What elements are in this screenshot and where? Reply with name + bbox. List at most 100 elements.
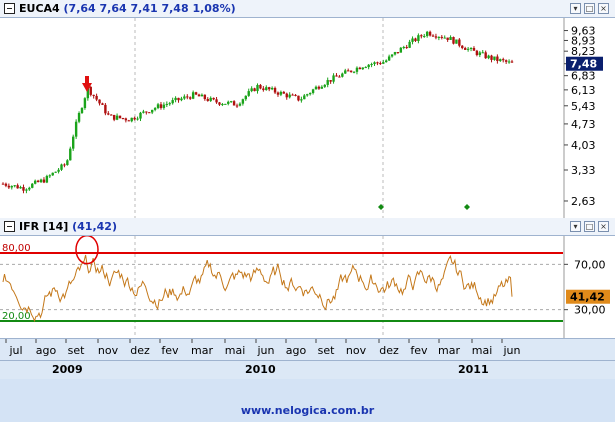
- price-tick-label: 9,63: [571, 25, 596, 38]
- ifr-low-level-label: 20,00: [2, 311, 31, 322]
- candle-body: [121, 118, 125, 120]
- candle-body: [48, 175, 52, 177]
- candle-body: [127, 120, 130, 122]
- candle-body: [367, 64, 370, 68]
- candle-body: [276, 92, 280, 95]
- candle-body: [66, 160, 69, 166]
- month-label: mai: [472, 344, 493, 357]
- candle-body: [259, 84, 262, 89]
- ifr-value-tag: [566, 289, 610, 304]
- candle-body: [270, 87, 274, 90]
- candle-body: [186, 96, 189, 98]
- candle-body: [452, 37, 455, 44]
- month-label: fev: [410, 344, 428, 357]
- ifr-line: [2, 254, 513, 323]
- candle-body: [10, 186, 13, 188]
- candle-body: [425, 31, 429, 37]
- candle-body: [86, 86, 90, 99]
- candle-body: [191, 92, 195, 99]
- ifr-chart[interactable]: 80,00 20,00 70,00 30,00 41,42: [0, 236, 615, 338]
- candle-body: [95, 95, 98, 100]
- candle-body: [493, 56, 496, 60]
- month-label: dez: [130, 344, 150, 357]
- footer-link[interactable]: www.nelogica.com.br: [240, 404, 375, 417]
- candle-body: [13, 185, 16, 187]
- candle-body: [285, 93, 288, 98]
- close-button[interactable]: ×: [598, 221, 609, 232]
- candle-body: [475, 50, 479, 56]
- candle-body: [385, 60, 388, 63]
- candle-body: [98, 99, 101, 104]
- candle-body: [355, 67, 359, 72]
- candle-body: [423, 36, 426, 38]
- month-axis: jul ago set nov dez fev mar mai jun ago set nov dez f…: [0, 338, 615, 361]
- candle-body: [291, 94, 294, 96]
- maximize-button[interactable]: □: [584, 221, 595, 232]
- candle-body: [326, 80, 329, 85]
- ifr-tick-label: 30,00: [574, 304, 606, 317]
- candle-body: [256, 84, 259, 92]
- candle-body: [162, 104, 166, 108]
- candle-body: [180, 98, 183, 101]
- candle-body: [510, 61, 514, 63]
- candle-body: [45, 175, 49, 183]
- candle-body: [224, 103, 227, 105]
- price-panel-header: EUCA4 (7,64 7,64 7,41 7,48 1,08%) ▾ □ ×: [0, 0, 615, 18]
- candle-body: [390, 54, 394, 57]
- candle-body: [22, 187, 25, 191]
- close-button[interactable]: ×: [598, 3, 609, 14]
- candle-body: [189, 97, 192, 99]
- highlight-circle: [75, 236, 99, 265]
- candle-body: [466, 48, 470, 50]
- candle-body: [408, 41, 411, 48]
- price-chart[interactable]: 9,63 8,93 8,23 6,83 6,13 5,43 4,73 4,03 3,33 2,63…: [0, 18, 615, 218]
- minimize-button[interactable]: ▾: [570, 221, 581, 232]
- candle-body: [364, 67, 367, 69]
- candle-body: [159, 104, 163, 108]
- candle-body: [440, 36, 443, 38]
- candle-body: [484, 52, 487, 59]
- candle-body: [481, 52, 484, 54]
- panel-collapse-icon[interactable]: [4, 221, 15, 232]
- candle-body: [177, 97, 180, 101]
- price-panel-title: EUCA4 (7,64 7,64 7,41 7,48 1,08%): [19, 2, 236, 15]
- candle-body: [136, 118, 139, 120]
- candle-body: [507, 61, 511, 63]
- candle-body: [273, 87, 277, 93]
- candle-body: [311, 89, 315, 93]
- ifr-value-tag-label: 41,42: [570, 291, 605, 304]
- candle-body: [504, 60, 508, 62]
- candle-body: [4, 183, 8, 186]
- candle-body: [139, 112, 142, 119]
- candle-body: [428, 31, 432, 36]
- panel-collapse-icon[interactable]: [4, 3, 15, 14]
- candle-body: [262, 88, 265, 91]
- candle-body: [434, 36, 438, 38]
- candle-body: [92, 94, 95, 96]
- candle-body: [382, 62, 385, 64]
- candle-body: [373, 62, 376, 65]
- candle-body: [314, 86, 318, 90]
- maximize-button[interactable]: □: [584, 3, 595, 14]
- ifr-label: IFR [14]: [19, 220, 69, 233]
- candle-body: [54, 171, 57, 173]
- candle-body: [215, 99, 218, 103]
- candle-body: [294, 94, 297, 96]
- candle-body: [39, 179, 43, 183]
- candle-body: [455, 39, 458, 44]
- candle-body: [320, 86, 324, 89]
- candle-body: [60, 164, 63, 170]
- candle-body: [69, 148, 72, 161]
- candle-body: [16, 185, 19, 189]
- candle-body: [238, 103, 242, 106]
- candle-body: [25, 189, 28, 191]
- candle-body: [77, 113, 81, 122]
- candle-body: [33, 180, 37, 184]
- candle-body: [297, 95, 300, 101]
- candle-body: [130, 117, 133, 122]
- candle-body: [57, 169, 60, 172]
- minimize-button[interactable]: ▾: [570, 3, 581, 14]
- candle-body: [168, 103, 171, 105]
- month-label: mai: [225, 344, 246, 357]
- candle-body: [308, 92, 312, 95]
